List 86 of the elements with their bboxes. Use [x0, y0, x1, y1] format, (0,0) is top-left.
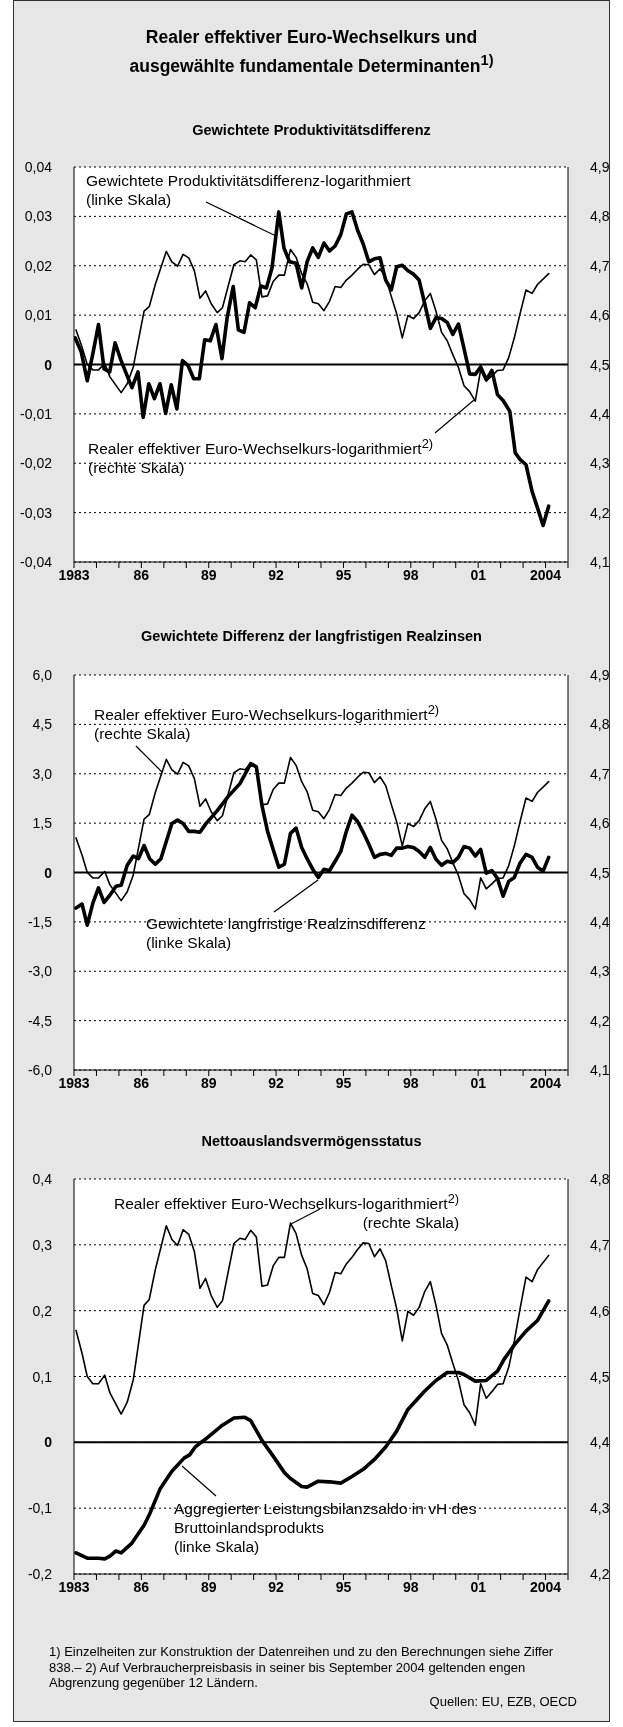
source-note: Quellen: EU, EZB, OECD	[429, 1694, 577, 1709]
x-tick-label: 89	[200, 1578, 217, 1595]
y-tick-label: 0,02	[24, 257, 53, 274]
x-tick-label: 2004	[529, 1074, 562, 1091]
text: Realer effektiver Euro-Wechselkurs-logarithmiert$^{2)}$ (rechte Skala)	[88, 436, 434, 477]
y-tick-label: -0,02	[20, 455, 53, 472]
y2-tick-label: 4,9	[590, 667, 610, 683]
y-tick-label: 6,0	[32, 667, 53, 683]
y-tick-label: -4,5	[27, 1012, 53, 1029]
chart-title: Realer effektiver Euro-Wechselkurs und ausgewählte fundamentale Determinanten$^{1)}$	[129, 27, 494, 76]
y2-tick-label: 4,8	[590, 716, 610, 733]
y-tick-label: 0,03	[24, 208, 53, 225]
y-tick-label: 4,5	[32, 716, 53, 733]
y2-tick-label: 4,5	[590, 1368, 610, 1385]
x-tick-label: 2004	[529, 566, 562, 583]
x-tick-label: 98	[403, 1578, 419, 1595]
y-tick-label: 0,01	[24, 307, 53, 324]
x-tick-label: 01	[470, 566, 487, 583]
y-tick-label: -3,0	[27, 963, 53, 980]
y2-tick-label: 4,2	[590, 1012, 610, 1029]
y2-tick-label: 4,7	[590, 765, 610, 782]
y2-tick-label: 4,8	[590, 208, 610, 225]
y-tick-label: 0,1	[32, 1368, 53, 1385]
y-tick-label: -0,1	[27, 1500, 53, 1517]
chart-subtitle: Gewichtete Produktivitätsdifferenz	[192, 122, 431, 138]
y2-tick-label: 4,1	[590, 1062, 610, 1078]
y2-tick-label: 4,9	[590, 159, 610, 175]
x-tick-label: 89	[200, 566, 217, 583]
x-tick-label: 95	[335, 1074, 352, 1091]
y-tick-label: 0	[44, 1434, 53, 1451]
legend-label: Gewichtete langfristige Realzinsdifferenz (linke Skala)	[146, 915, 426, 951]
y2-tick-label: 4,6	[590, 815, 610, 832]
x-tick-label: 95	[335, 1578, 352, 1595]
y-tick-label: 3,0	[32, 765, 53, 782]
y2-tick-label: 4,3	[590, 455, 610, 472]
x-tick-label: 2004	[529, 1578, 562, 1595]
y2-tick-label: 4,4	[590, 405, 610, 422]
x-tick-label: 92	[268, 1578, 285, 1595]
y2-tick-label: 4,1	[590, 554, 610, 570]
y-tick-label: -0,01	[20, 405, 53, 422]
y-tick-label: 0,3	[32, 1236, 53, 1253]
y-tick-label: -6,0	[27, 1062, 53, 1078]
y2-tick-label: 4,2	[590, 504, 610, 521]
y2-tick-label: 4,6	[590, 1302, 610, 1319]
chart-title: Gewichtete Differenz der langfristigen Realzinsen	[141, 628, 482, 644]
x-tick-label: 1983	[58, 566, 90, 583]
y2-tick-label: 4,7	[590, 1236, 610, 1253]
y2-tick-label: 4,6	[590, 307, 610, 324]
y2-tick-label: 4,4	[590, 1434, 610, 1451]
y2-tick-label: 4,5	[590, 864, 610, 881]
y2-tick-label: 4,3	[590, 1500, 610, 1517]
text: 1) Einzelheiten zur Konstruktion der Datenreihen und zu den Berechnungen siehe Ziffer 838.– 2) Auf Verbraucherpreisbasis in seiner bis September 2004 geltenden engen Abgrenzung gegenüber 12 Ländern.	[49, 1644, 554, 1690]
x-tick-label: 92	[268, 566, 285, 583]
y-tick-label: 0,04	[24, 159, 53, 175]
x-tick-label: 1983	[58, 1074, 90, 1091]
y2-tick-label: 4,5	[590, 356, 610, 373]
text: Realer effektiver Euro-Wechselkurs-logarithmiert$^{2)}$ (rechte Skala)	[94, 702, 440, 743]
text: Gewichtete Produktivitätsdifferenz-logarithmiert (linke Skala)	[86, 172, 411, 208]
x-tick-label: 95	[335, 566, 352, 583]
x-tick-label: 86	[133, 1578, 150, 1595]
x-tick-label: 98	[403, 1074, 419, 1091]
y-tick-label: 0,2	[32, 1302, 53, 1319]
y-tick-label: 0	[44, 864, 53, 881]
series-label: Realer effektiver Euro-Wechselkurs-logarithmiert$^{2)}$ (rechte Skala)	[114, 1191, 460, 1232]
x-tick-label: 01	[470, 1578, 487, 1595]
y-tick-label: 0	[44, 356, 53, 373]
x-tick-label: 86	[133, 1074, 150, 1091]
y2-tick-label: 4,3	[590, 963, 610, 980]
y-tick-label: -0,03	[20, 504, 53, 521]
legend-label: Aggregierter Leistungsbilanzsaldo in vH des Bruttoinlandsprodukts (linke Skala)	[174, 1500, 477, 1555]
y2-tick-label: 4,8	[590, 1171, 610, 1187]
y2-tick-label: 4,4	[590, 913, 610, 930]
x-tick-label: 92	[268, 1074, 285, 1091]
x-tick-label: 98	[403, 566, 419, 583]
y-tick-label: 0,4	[32, 1171, 53, 1187]
y2-tick-label: 4,2	[590, 1566, 610, 1582]
y-tick-label: 1,5	[32, 815, 53, 832]
y2-tick-label: 4,7	[590, 257, 610, 274]
y-tick-label: -1,5	[27, 913, 53, 930]
y-tick-label: -0,2	[27, 1566, 53, 1582]
x-tick-label: 89	[200, 1074, 217, 1091]
chart-title: Nettoauslandsvermögensstatus	[201, 1133, 422, 1149]
y-tick-label: -0,04	[20, 554, 53, 570]
x-tick-label: 86	[133, 566, 150, 583]
x-tick-label: 1983	[58, 1578, 90, 1595]
x-tick-label: 01	[470, 1074, 487, 1091]
